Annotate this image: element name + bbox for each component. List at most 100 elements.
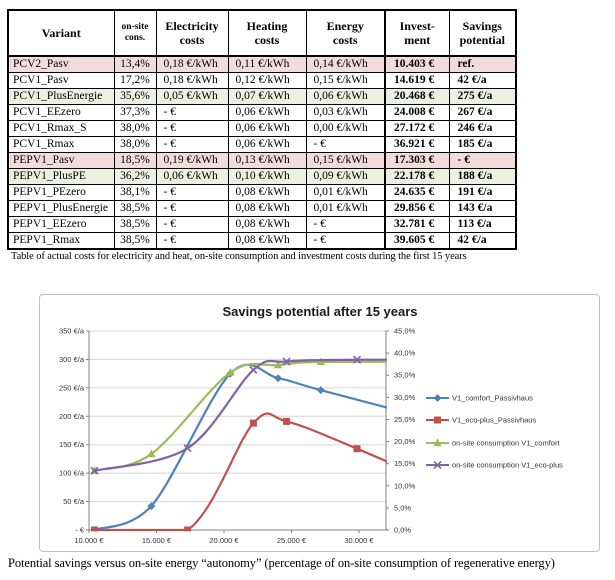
table-cell: 38,5% <box>113 200 157 217</box>
y-left-tick-label: 350 €/a <box>59 327 85 336</box>
table-cell: - € <box>155 216 229 233</box>
y-left-tick-label: 300 €/a <box>59 355 85 364</box>
table-cell: 17,2% <box>113 72 157 89</box>
column-header-2: on-site cons. <box>113 9 157 57</box>
table-cell: PEPV1_PlusPE <box>7 168 115 185</box>
table-cell: 0,03 €/kWh <box>305 104 386 121</box>
data-point-marker <box>283 417 291 425</box>
y-right-tick-label: 25,0% <box>394 415 416 424</box>
data-point-marker <box>353 445 361 453</box>
legend-label: V1_comfort_Passivhaus <box>452 394 533 403</box>
column-header-3: Electricity costs <box>155 9 229 57</box>
table-cell: PCV1_EEzero <box>7 104 115 121</box>
y-right-tick-label: 5,0% <box>394 503 411 512</box>
table-cell: 0,09 €/kWh <box>305 168 386 185</box>
y-left-tick-label: 250 €/a <box>59 383 85 392</box>
table-cell: 38,0% <box>113 120 157 137</box>
table-cell: 36,2% <box>113 168 157 185</box>
table-cell: PEPV1_Rmax <box>7 232 115 250</box>
series-line <box>93 358 387 472</box>
table-cell: 0,08 €/kWh <box>227 232 307 250</box>
y-right-tick-label: 45,0% <box>394 327 416 336</box>
table-cell: - € <box>155 184 229 201</box>
table-cell: ref. <box>448 55 517 73</box>
data-point-marker <box>90 466 99 475</box>
table-cell: PEPV1_PlusEnergie <box>7 200 115 217</box>
table-cell: 42 €/a <box>448 72 517 89</box>
data-point-marker <box>352 355 362 364</box>
table-cell: PEPV1_EEzero <box>7 216 115 233</box>
table-cell: - € <box>305 216 386 233</box>
series-line <box>93 412 387 532</box>
table-cell: 0,06 €/kWh <box>155 168 229 185</box>
data-point-marker <box>147 449 156 458</box>
table-row: PCV1_Rmax 38,0% - €0,06 €/kWh - €36.921 €18… <box>7 136 517 153</box>
data-point-marker <box>433 394 442 402</box>
table-cell: 191 €/a <box>448 184 517 201</box>
table-cell: 14.619 € <box>384 72 450 89</box>
table-cell: 0,08 €/kWh <box>227 184 307 201</box>
y-right-tick-label: 35,0% <box>394 371 416 380</box>
y-left-tick-label: - € <box>75 526 85 535</box>
column-header-4: Heating costs <box>227 9 307 57</box>
table-cell: 38,0% <box>113 136 157 153</box>
table-row: PEPV1_EEzero 38,5% - €0,08 €/kWh - €32.781 … <box>7 216 517 233</box>
table-cell: 0,08 €/kWh <box>227 200 307 217</box>
table-cell: 24.008 € <box>384 104 450 121</box>
table-cell: 0,12 €/kWh <box>227 72 307 89</box>
data-point-marker <box>282 357 291 366</box>
table-cell: 0,06 €/kWh <box>227 136 307 153</box>
table-cell: 0,18 €/kWh <box>155 72 229 89</box>
table-cell: 0,06 €/kWh <box>227 120 307 137</box>
table-cell: - € <box>305 232 386 250</box>
table-cell: 0,01 €/kWh <box>305 200 386 217</box>
data-point-marker <box>316 386 325 395</box>
table-cell: 17.303 € <box>384 152 450 169</box>
x-tick-label: 30.000 € <box>344 536 374 545</box>
legend-label: on-site consumption V1_comfort <box>452 439 560 448</box>
table-cell: PEPV1_PEzero <box>7 184 115 201</box>
savings-chart-svg: - € 50 €/a 100 €/a 150 €/a 200 €/a 250 €/a 300… <box>59 304 563 545</box>
table-cell: 0,05 €/kWh <box>155 88 229 105</box>
column-header-7: Savings potential <box>448 9 517 57</box>
table-row: PCV1_Rmax_S 38,0% - €0,06 €/kWh 0,00 €/kWh 2… <box>7 120 517 137</box>
table-cell: 29.856 € <box>384 200 450 217</box>
data-point-marker <box>433 460 442 470</box>
table-cell: 13,4% <box>113 55 157 73</box>
legend-item: V1_eco-plus_Passivhaus <box>426 416 536 425</box>
table-cell: 38,5% <box>113 216 157 233</box>
table-cell: 36.921 € <box>384 136 450 153</box>
table-cell: - € <box>155 200 229 217</box>
y-left-tick-label: 100 €/a <box>59 469 85 478</box>
table-cell: PCV1_Rmax_S <box>7 120 115 137</box>
table-cell: - € <box>448 152 517 169</box>
table-row: PEPV1_Rmax 38,5% - €0,08 €/kWh - €39.605 €4… <box>7 232 517 250</box>
table-row: PEPV1_PlusPE 36,2% 0,06 €/kWh 0,10 €/kWh 0,0… <box>7 168 517 185</box>
data-point-marker <box>274 374 283 383</box>
y-left-tick-label: 150 €/a <box>59 440 85 449</box>
table-cell: 0,15 €/kWh <box>305 152 386 169</box>
table-cell: 267 €/a <box>448 104 517 121</box>
savings-chart: - € 50 €/a 100 €/a 150 €/a 200 €/a 250 €/a 300… <box>39 294 600 552</box>
costs-table-header: Variant on-site cons. Electricity costs Heati… <box>7 9 517 57</box>
costs-table-body: PCV2_Pasv 13,4% 0,18 €/kWh 0,11 €/kWh 0,14 €… <box>7 55 517 250</box>
table-cell: PCV1_PlusEnergie <box>7 88 115 105</box>
legend-item: on-site consumption V1_comfort <box>426 438 560 448</box>
table-cell: 0,13 €/kWh <box>227 152 307 169</box>
y-left-tick-label: 200 €/a <box>59 412 85 421</box>
table-cell: PCV1_Rmax <box>7 136 115 153</box>
table-cell: 32.781 € <box>384 216 450 233</box>
data-point-marker <box>316 357 326 366</box>
data-point-marker <box>147 502 156 511</box>
table-cell: 37,3% <box>113 104 157 121</box>
table-cell: PEPV1_Pasv <box>7 152 115 169</box>
table-cell: 0,07 €/kWh <box>227 88 307 105</box>
legend-label: on-site consumption V1_eco-plus <box>452 461 563 470</box>
table-cell: 20.468 € <box>384 88 450 105</box>
table-cell: 0,00 €/kWh <box>305 120 386 137</box>
costs-table: Variant on-site cons. Electricity costs Heati… <box>7 9 517 250</box>
table-row: PEPV1_Pasv 18,5% 0,19 €/kWh 0,13 €/kWh 0,15 … <box>7 152 517 169</box>
data-point-marker <box>434 416 441 424</box>
table-cell: 188 €/a <box>448 168 517 185</box>
data-point-marker <box>273 360 283 369</box>
